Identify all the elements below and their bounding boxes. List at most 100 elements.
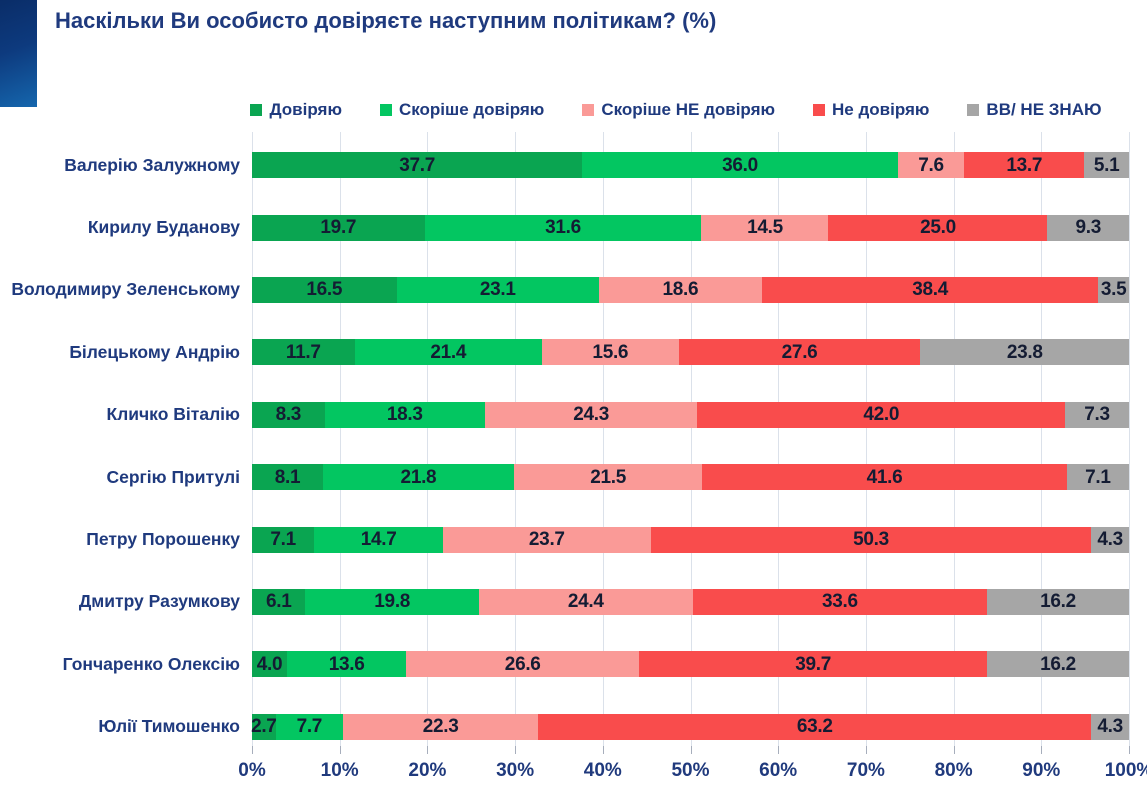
bar-segment: 37.7 xyxy=(252,152,583,179)
stacked-bar: 4.0 13.6 26.6 39.7 16.2 xyxy=(252,651,1129,678)
chart-legend: Довіряю Скоріше довіряю Скоріше НЕ довіряю… xyxy=(205,100,1147,120)
bar-segment: 8.1 xyxy=(252,464,323,491)
bar-segment: 33.6 xyxy=(692,588,988,615)
chart-row: Юлії Тимошенко 2.7 7.7 22.3 63.2 4.3 xyxy=(0,696,1129,758)
bar-segment: 23.7 xyxy=(442,526,651,553)
bar-value-label: 21.8 xyxy=(400,466,437,488)
bar-segment: 50.3 xyxy=(650,526,1092,553)
bar-segment: 42.0 xyxy=(697,401,1066,428)
bar-segment: 39.7 xyxy=(639,651,988,678)
bar-segment: 5.1 xyxy=(1084,152,1129,179)
bar-segment: 25.0 xyxy=(828,214,1048,241)
x-axis-tick xyxy=(1041,746,1043,754)
bar-segment: 6.1 xyxy=(252,588,306,615)
x-axis-tick xyxy=(427,746,429,754)
bar-value-label: 4.3 xyxy=(1097,529,1123,551)
legend-swatch xyxy=(250,104,263,116)
gridline xyxy=(339,132,341,746)
gridline xyxy=(252,132,253,746)
stacked-bar: 37.7 36.0 7.6 13.7 5.1 xyxy=(252,152,1129,179)
bar-value-label: 18.6 xyxy=(662,279,699,301)
bar-value-label: 13.6 xyxy=(328,653,365,675)
stacked-bar: 7.1 14.7 23.7 50.3 4.3 xyxy=(252,526,1129,553)
chart-row: Валерію Залужному 37.7 36.0 7.6 13.7 5.1 xyxy=(0,134,1129,196)
bar-segment: 13.6 xyxy=(287,651,407,678)
bar-segment: 4.3 xyxy=(1091,713,1129,740)
bar-segment: 14.5 xyxy=(701,214,829,241)
bar-segment: 7.6 xyxy=(897,152,965,179)
bar-value-label: 24.4 xyxy=(567,591,604,613)
bar-segment: 7.7 xyxy=(275,713,344,740)
bar-segment: 23.1 xyxy=(396,276,599,303)
chart-rows: Валерію Залужному 37.7 36.0 7.6 13.7 5.1 Кирил… xyxy=(0,134,1129,758)
corner-accent xyxy=(0,0,37,107)
gridline xyxy=(1129,132,1130,746)
bar-segment: 18.6 xyxy=(598,276,762,303)
bar-segment: 21.5 xyxy=(513,464,703,491)
legend-item: Не довіряю xyxy=(813,100,929,120)
chart-row: Білецькому Андрію 11.7 21.4 15.6 27.6 23.8 xyxy=(0,321,1129,383)
bar-value-label: 7.3 xyxy=(1084,404,1110,426)
legend-swatch xyxy=(379,104,392,116)
bar-value-label: 19.7 xyxy=(320,217,357,239)
legend-item: Скоріше НЕ довіряю xyxy=(582,100,775,120)
bar-segment: 16.2 xyxy=(987,651,1129,678)
bar-segment: 31.6 xyxy=(424,214,702,241)
bar-value-label: 7.7 xyxy=(296,716,323,738)
bar-value-label: 23.8 xyxy=(1006,341,1043,363)
x-axis-tick xyxy=(252,746,253,754)
bar-value-label: 33.6 xyxy=(821,591,858,613)
row-label: Кличко Віталію xyxy=(106,404,240,425)
legend-item: Скоріше довіряю xyxy=(379,100,544,120)
bar-segment: 16.2 xyxy=(987,588,1129,615)
bar-value-label: 25.0 xyxy=(920,217,956,239)
bar-value-label: 24.3 xyxy=(573,404,610,426)
x-axis-tick-label: 10% xyxy=(320,760,359,781)
bar-segment: 27.6 xyxy=(678,339,921,366)
x-axis-tick xyxy=(690,746,692,754)
bar-segment: 19.8 xyxy=(305,588,479,615)
bar-value-label: 2.7 xyxy=(251,716,277,738)
page-title: Наскільки Ви особисто довіряєте наступни… xyxy=(55,8,717,33)
chart-row: Кирилу Буданову 19.7 31.6 14.5 25.0 9.3 xyxy=(0,196,1129,258)
x-axis-tick-label: 60% xyxy=(759,760,798,781)
stacked-bar: 6.1 19.8 24.4 33.6 16.2 xyxy=(252,588,1129,615)
bar-value-label: 3.5 xyxy=(1100,279,1127,301)
stacked-bar: 2.7 7.7 22.3 63.2 4.3 xyxy=(251,713,1129,740)
chart-row: Сергію Притулі 8.1 21.8 21.5 41.6 7.1 xyxy=(0,446,1129,508)
x-axis-tick xyxy=(1129,746,1130,754)
x-axis-tick-label: 30% xyxy=(496,760,535,781)
gridline xyxy=(865,132,867,746)
bar-value-label: 42.0 xyxy=(863,404,900,426)
bar-value-label: 15.6 xyxy=(592,341,629,363)
row-label: Дмитру Разумкову xyxy=(78,591,240,612)
bar-value-label: 26.6 xyxy=(504,653,541,675)
bar-value-label: 21.4 xyxy=(430,341,467,363)
bar-value-label: 21.5 xyxy=(590,466,626,488)
x-axis-tick xyxy=(602,746,604,754)
bar-segment: 4.3 xyxy=(1091,526,1129,553)
bar-value-label: 36.0 xyxy=(722,154,758,176)
bar-value-label: 31.6 xyxy=(545,217,581,239)
plot-gridlines xyxy=(252,132,1130,746)
stacked-bar: 11.7 21.4 15.6 27.6 23.8 xyxy=(252,339,1129,366)
stacked-bar: 8.1 21.8 21.5 41.6 7.1 xyxy=(252,464,1129,491)
bar-value-label: 4.3 xyxy=(1097,716,1123,738)
row-label: Білецькому Андрію xyxy=(69,341,240,362)
bar-value-label: 7.1 xyxy=(270,529,296,551)
bar-segment: 4.0 xyxy=(252,651,288,678)
bar-segment: 36.0 xyxy=(582,152,898,179)
bar-value-label: 13.7 xyxy=(1006,154,1043,176)
bar-value-label: 8.1 xyxy=(274,466,301,488)
stacked-bar: 8.3 18.3 24.3 42.0 7.3 xyxy=(252,401,1129,428)
bar-value-label: 39.7 xyxy=(795,653,832,675)
bar-segment: 38.4 xyxy=(761,276,1099,303)
chart-row: Дмитру Разумкову 6.1 19.8 24.4 33.6 16.2 xyxy=(0,571,1129,633)
x-axis-tick-label: 70% xyxy=(846,760,885,781)
row-label: Володимиру Зеленському xyxy=(11,279,240,300)
row-label: Гончаренко Олексію xyxy=(62,653,240,674)
x-axis-tick-label: 40% xyxy=(583,760,622,781)
bar-value-label: 50.3 xyxy=(853,529,889,551)
bar-segment: 11.7 xyxy=(252,339,355,366)
legend-label: Не довіряю xyxy=(832,100,930,119)
